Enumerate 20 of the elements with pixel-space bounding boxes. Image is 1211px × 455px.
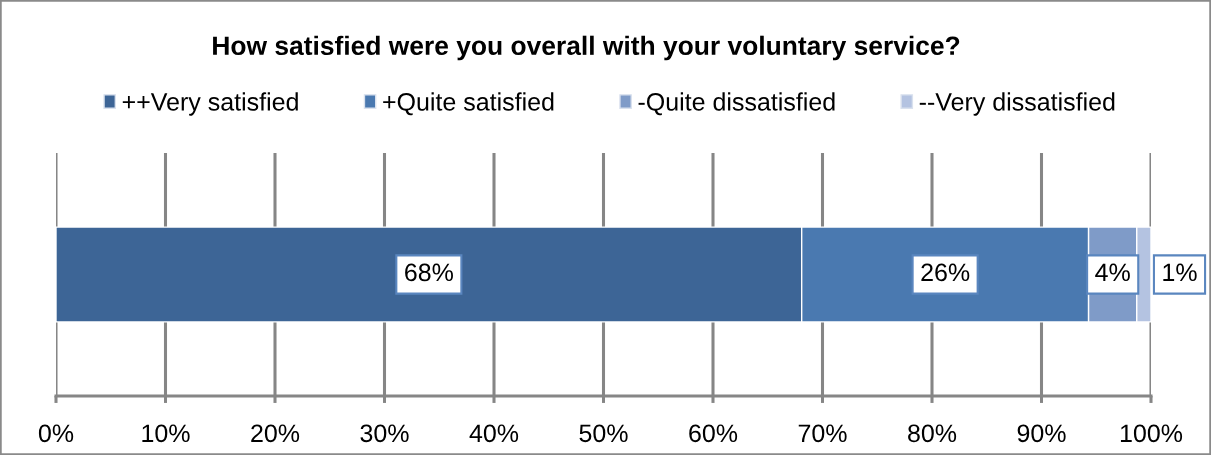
data-label: 1%	[1163, 263, 1197, 282]
chart-title: How satisfied were you overall with your voluntary service?	[213, 35, 960, 61]
x-tick-label: 90%	[1017, 424, 1066, 443]
data-label: 4%	[1095, 263, 1130, 282]
x-tick-label: 50%	[579, 424, 628, 443]
x-tick-label: 30%	[360, 424, 409, 443]
x-tick-label: 0%	[38, 424, 74, 443]
x-tick-label: 80%	[908, 424, 957, 443]
data-label: 26%	[921, 263, 970, 282]
data-label: 68%	[405, 263, 453, 282]
x-tick-label: 10%	[142, 424, 190, 443]
x-tick-label: 70%	[798, 424, 847, 443]
x-tick-label: 60%	[689, 424, 738, 443]
legend-label: ++Very satisfied	[122, 92, 298, 116]
x-tick-label: 100%	[1120, 424, 1183, 443]
legend-label: --Very dissatisfied	[919, 92, 1115, 116]
legend-label: +Quite satisfied	[383, 92, 554, 116]
legend-label: -Quite dissatisfied	[638, 92, 835, 116]
x-tick-label: 20%	[251, 424, 300, 443]
x-tick-label: 40%	[469, 424, 519, 443]
